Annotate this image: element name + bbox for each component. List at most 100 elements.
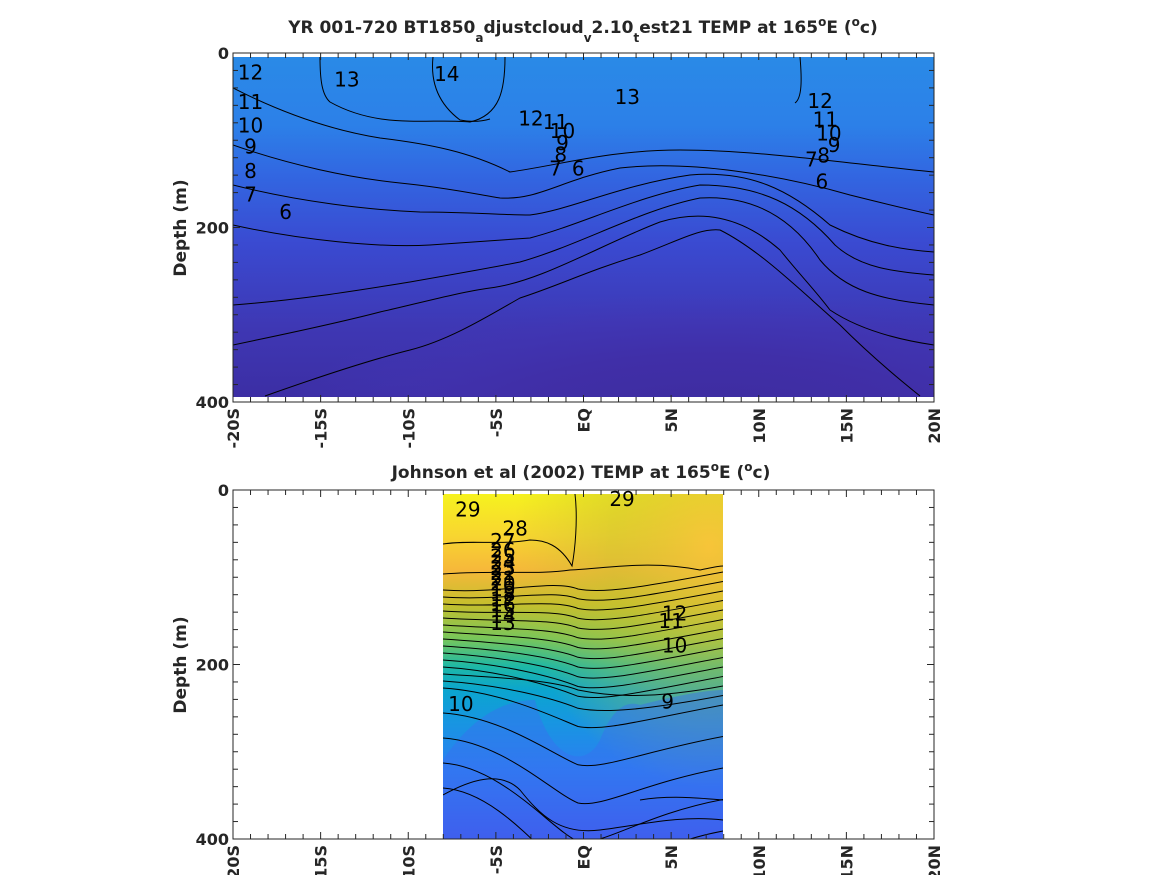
contour-label: 10 (550, 119, 575, 143)
contour-10 (443, 762, 723, 839)
x-tick-label: 15N (837, 845, 856, 875)
contour-label: 9 (244, 135, 257, 159)
contour-26 (443, 581, 723, 601)
contour-label: 29 (455, 497, 480, 521)
contour-10-deep (443, 778, 723, 832)
y-tick-label: 400 (196, 393, 229, 412)
contour-label: 8 (244, 159, 257, 183)
chart1-ylabel: Depth (m) (171, 179, 191, 276)
y-tick-label: 0 (218, 44, 229, 63)
contour-label: 10 (662, 634, 687, 658)
contour-7 (233, 215, 934, 346)
contour-label: 9 (556, 131, 569, 155)
contour-label: 11 (813, 108, 838, 132)
contour-9-deep (639, 796, 723, 801)
x-tick-label: 5N (662, 408, 681, 433)
contour-label: 10 (816, 122, 841, 146)
contour-label: 13 (490, 611, 515, 635)
x-tick-label: -5S (487, 408, 506, 437)
chart2-title: Johnson et al (2002) TEMP at 165oE (oc) (391, 460, 771, 483)
chart1-title: YR 001-720 BT1850adjustcloudv2.10test21 … (287, 15, 878, 45)
chart-lower-johnson-temp: Johnson et al (2002) TEMP at 165oE (oc) … (171, 460, 944, 875)
contour-label: 10 (448, 692, 473, 716)
contour-21 (443, 628, 723, 650)
contour-label: 18 (490, 582, 515, 606)
contour-14 (443, 680, 723, 712)
contour-9 (443, 787, 723, 839)
y-tick-label: 400 (196, 830, 229, 849)
contour-24 (443, 600, 723, 621)
x-tick-label: -10S (399, 845, 418, 875)
contour-label: 7 (549, 156, 562, 180)
contour-label: 11 (238, 90, 263, 114)
contour-14 (431, 56, 491, 122)
contour-label: 15 (490, 598, 515, 622)
x-tick-label: 15N (837, 408, 856, 444)
contour-13-cap (319, 56, 506, 123)
contour-label: 10 (238, 114, 263, 138)
x-tick-label: EQ (575, 845, 594, 870)
contour-23 (443, 609, 723, 630)
contour-27 (443, 571, 723, 592)
contour-label: 14 (490, 604, 515, 628)
contour-label: 12 (662, 601, 687, 625)
chart2-ylabel: Depth (m) (171, 616, 191, 713)
contour-label: 27 (490, 529, 515, 553)
contour-label: 11 (543, 110, 568, 134)
chart1-tick-labels: -20S -15S -10S -5S EQ 5N 10N 15N 20N 0 200 400 (196, 44, 944, 448)
contour-label: 7 (244, 183, 257, 207)
contour-label: 24 (490, 551, 515, 575)
contour-label: 7 (805, 148, 818, 172)
contour-label: 21 (490, 566, 515, 590)
y-tick-label: 200 (196, 656, 229, 675)
contour-label: 12 (238, 60, 263, 84)
contour-label: 13 (334, 67, 359, 91)
contour-20 (443, 638, 723, 660)
contour-13-right-cap (794, 56, 802, 104)
contour-label: 16 (490, 593, 515, 617)
x-tick-label: -20S (224, 408, 243, 448)
contour-22 (443, 619, 723, 640)
contour-label: 20 (490, 572, 515, 596)
chart-upper-model-temp: YR 001-720 BT1850adjustcloudv2.10test21 … (171, 15, 944, 448)
x-tick-label: -15S (312, 408, 331, 448)
contour-label: 28 (502, 517, 527, 541)
contour-11 (233, 144, 934, 216)
contour-label: 17 (490, 587, 515, 611)
chart1-cold-dome (233, 178, 934, 396)
chart2-cool-tongue (443, 690, 723, 839)
x-tick-label: 5N (662, 845, 681, 870)
x-tick-label: 10N (750, 845, 769, 875)
contour-label: 6 (572, 156, 585, 180)
contour-8 (233, 197, 934, 306)
contour-25 (443, 590, 723, 611)
contour-29 (443, 493, 577, 568)
x-tick-label: EQ (575, 408, 594, 433)
contour-label: 25 (490, 545, 515, 569)
x-tick-label: -15S (312, 845, 331, 875)
contour-11 (443, 737, 723, 805)
chart1-ticks (232, 52, 935, 403)
x-tick-label: -20S (224, 845, 243, 875)
contour-12 (443, 712, 723, 767)
chart2-ticks (232, 489, 935, 840)
contour-label: 6 (815, 169, 828, 193)
contour-10 (233, 173, 934, 253)
contour-label: 12 (807, 89, 832, 113)
contour-label: 26 (490, 538, 515, 562)
contour-17 (443, 659, 723, 689)
contour-label: 11 (658, 609, 683, 633)
contour-12 (233, 87, 934, 173)
contour-label: 8 (554, 142, 567, 166)
contour-label: 8 (817, 143, 830, 167)
contour-13 (443, 687, 723, 729)
contour-label: 14 (434, 62, 459, 86)
contour-label: 23 (490, 556, 515, 580)
contour-16 (443, 666, 723, 699)
x-tick-label: 10N (750, 408, 769, 444)
y-tick-label: 0 (218, 481, 229, 500)
